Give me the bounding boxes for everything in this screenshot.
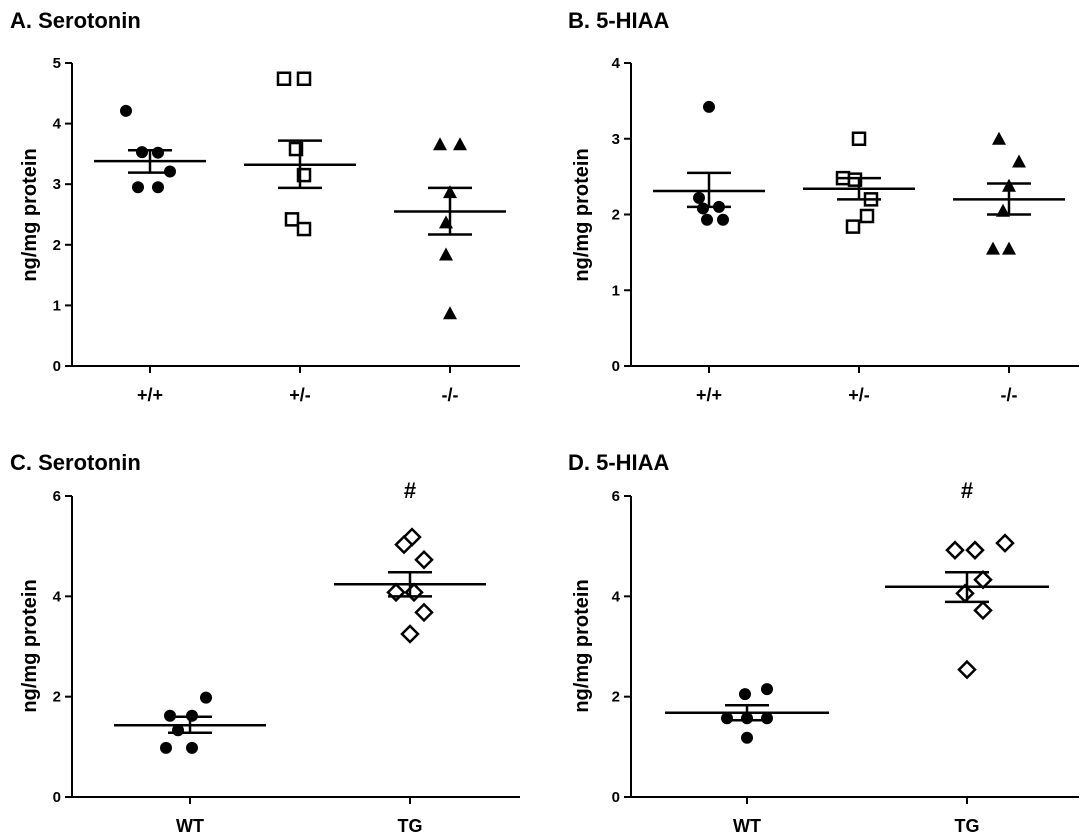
data-point	[986, 241, 1000, 255]
y-tick-label: 4	[53, 116, 62, 133]
panel-title: D. 5-HIAA	[568, 450, 670, 475]
data-point	[296, 221, 312, 237]
data-point	[394, 534, 414, 555]
data-point	[414, 602, 434, 623]
y-tick-label: 2	[612, 689, 620, 706]
y-tick-label: 6	[612, 488, 620, 505]
data-point	[701, 213, 713, 226]
data-point	[957, 659, 977, 680]
y-tick-label: 0	[612, 789, 620, 806]
data-point	[400, 624, 420, 644]
x-tick-label: -/-	[1001, 385, 1018, 405]
y-tick-label: 3	[53, 176, 61, 193]
y-tick-label: 2	[612, 207, 620, 224]
x-tick-label: +/+	[696, 385, 722, 405]
y-tick-label: 4	[53, 588, 62, 605]
data-point	[136, 146, 148, 159]
panel-title: A. Serotonin	[10, 8, 141, 33]
panel-d: D. 5-HIAA ng/mg protein	[568, 450, 670, 713]
data-point	[284, 212, 300, 227]
data-point	[439, 247, 453, 261]
panel-a: A. Serotonin ng/mg protein	[10, 8, 141, 282]
y-tick-label: 2	[53, 689, 61, 706]
x-tick-label: WT	[733, 816, 761, 835]
y-axis-label: ng/mg protein	[19, 579, 41, 712]
data-point	[703, 100, 715, 113]
data-point	[132, 181, 144, 194]
significance-marker: #	[961, 478, 973, 503]
data-point	[859, 208, 875, 224]
data-point	[276, 71, 292, 87]
data-point	[945, 540, 965, 560]
data-point	[741, 731, 753, 744]
data-point	[386, 582, 406, 603]
y-tick-label: 2	[53, 237, 61, 254]
data-point	[152, 181, 164, 194]
data-point	[761, 683, 773, 696]
data-point	[697, 202, 709, 215]
y-tick-label: 0	[53, 358, 61, 375]
data-point	[1002, 241, 1016, 255]
y-tick-label: 6	[53, 488, 61, 505]
data-point	[200, 691, 212, 704]
data-point	[965, 540, 985, 560]
y-tick-label: 0	[612, 358, 620, 375]
panel-title: B. 5-HIAA	[568, 8, 670, 33]
data-point	[973, 570, 993, 590]
data-point	[296, 71, 312, 87]
panel-c: C. Serotonin ng/mg protein	[10, 450, 141, 713]
x-tick-label: +/-	[848, 385, 870, 405]
data-point	[443, 306, 457, 320]
y-tick-label: 5	[53, 55, 61, 72]
data-point	[721, 712, 733, 725]
y-tick-label: 4	[612, 55, 621, 72]
data-point	[992, 131, 1006, 145]
data-point	[845, 219, 861, 234]
panel-title: C. Serotonin	[10, 450, 141, 475]
y-axis-label: ng/mg protein	[19, 148, 41, 281]
y-tick-label: 3	[612, 131, 620, 148]
y-tick-label: 1	[612, 282, 620, 299]
data-point	[995, 533, 1015, 553]
data-point	[1012, 154, 1026, 168]
y-tick-label: 0	[53, 789, 61, 806]
data-point	[152, 146, 164, 159]
data-point	[761, 712, 773, 725]
data-point	[739, 688, 751, 701]
data-point	[160, 741, 172, 754]
panel-b: B. 5-HIAA ng/mg protein	[568, 8, 670, 282]
x-tick-label: +/+	[137, 385, 163, 405]
y-tick-label: 1	[53, 297, 61, 314]
x-tick-label: -/-	[442, 385, 459, 405]
data-point	[404, 582, 424, 603]
data-point	[120, 104, 132, 117]
y-tick-label: 4	[612, 588, 621, 605]
data-point	[693, 191, 705, 204]
significance-marker: #	[404, 478, 416, 503]
data-point	[851, 131, 867, 146]
y-axis-label: ng/mg protein	[571, 148, 593, 281]
x-tick-label: WT	[176, 816, 204, 835]
x-tick-label: +/-	[289, 385, 311, 405]
data-point	[973, 600, 993, 621]
x-tick-label: TG	[955, 816, 980, 835]
data-point	[433, 137, 447, 151]
data-point	[453, 137, 467, 151]
y-axis-label: ng/mg protein	[571, 579, 593, 712]
data-point	[717, 213, 729, 226]
data-point	[414, 549, 434, 570]
data-point	[186, 741, 198, 754]
x-tick-label: TG	[398, 816, 423, 835]
